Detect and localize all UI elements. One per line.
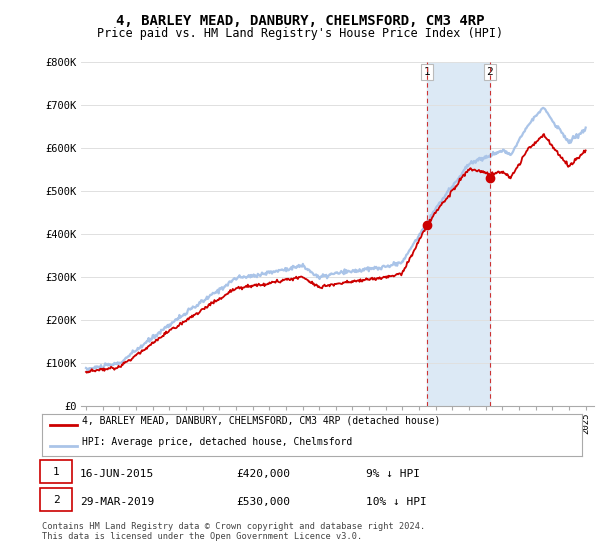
Text: Contains HM Land Registry data © Crown copyright and database right 2024.: Contains HM Land Registry data © Crown c… (42, 522, 425, 531)
FancyBboxPatch shape (40, 460, 72, 483)
Text: 10% ↓ HPI: 10% ↓ HPI (366, 497, 427, 507)
Text: £420,000: £420,000 (236, 469, 290, 479)
Bar (427, 62, 490, 406)
Text: 2: 2 (487, 67, 493, 77)
Text: £530,000: £530,000 (236, 497, 290, 507)
Text: 1: 1 (424, 67, 430, 77)
Text: Price paid vs. HM Land Registry's House Price Index (HPI): Price paid vs. HM Land Registry's House … (97, 27, 503, 40)
Text: 2: 2 (53, 495, 59, 505)
Text: 4, BARLEY MEAD, DANBURY, CHELMSFORD, CM3 4RP (detached house): 4, BARLEY MEAD, DANBURY, CHELMSFORD, CM3… (83, 416, 441, 426)
Text: 1: 1 (53, 466, 59, 477)
Text: 9% ↓ HPI: 9% ↓ HPI (366, 469, 420, 479)
Text: 4, BARLEY MEAD, DANBURY, CHELMSFORD, CM3 4RP: 4, BARLEY MEAD, DANBURY, CHELMSFORD, CM3… (116, 14, 484, 28)
Text: 16-JUN-2015: 16-JUN-2015 (80, 469, 154, 479)
Text: This data is licensed under the Open Government Licence v3.0.: This data is licensed under the Open Gov… (42, 532, 362, 541)
FancyBboxPatch shape (40, 488, 72, 511)
Text: HPI: Average price, detached house, Chelmsford: HPI: Average price, detached house, Chel… (83, 437, 353, 447)
Text: 29-MAR-2019: 29-MAR-2019 (80, 497, 154, 507)
